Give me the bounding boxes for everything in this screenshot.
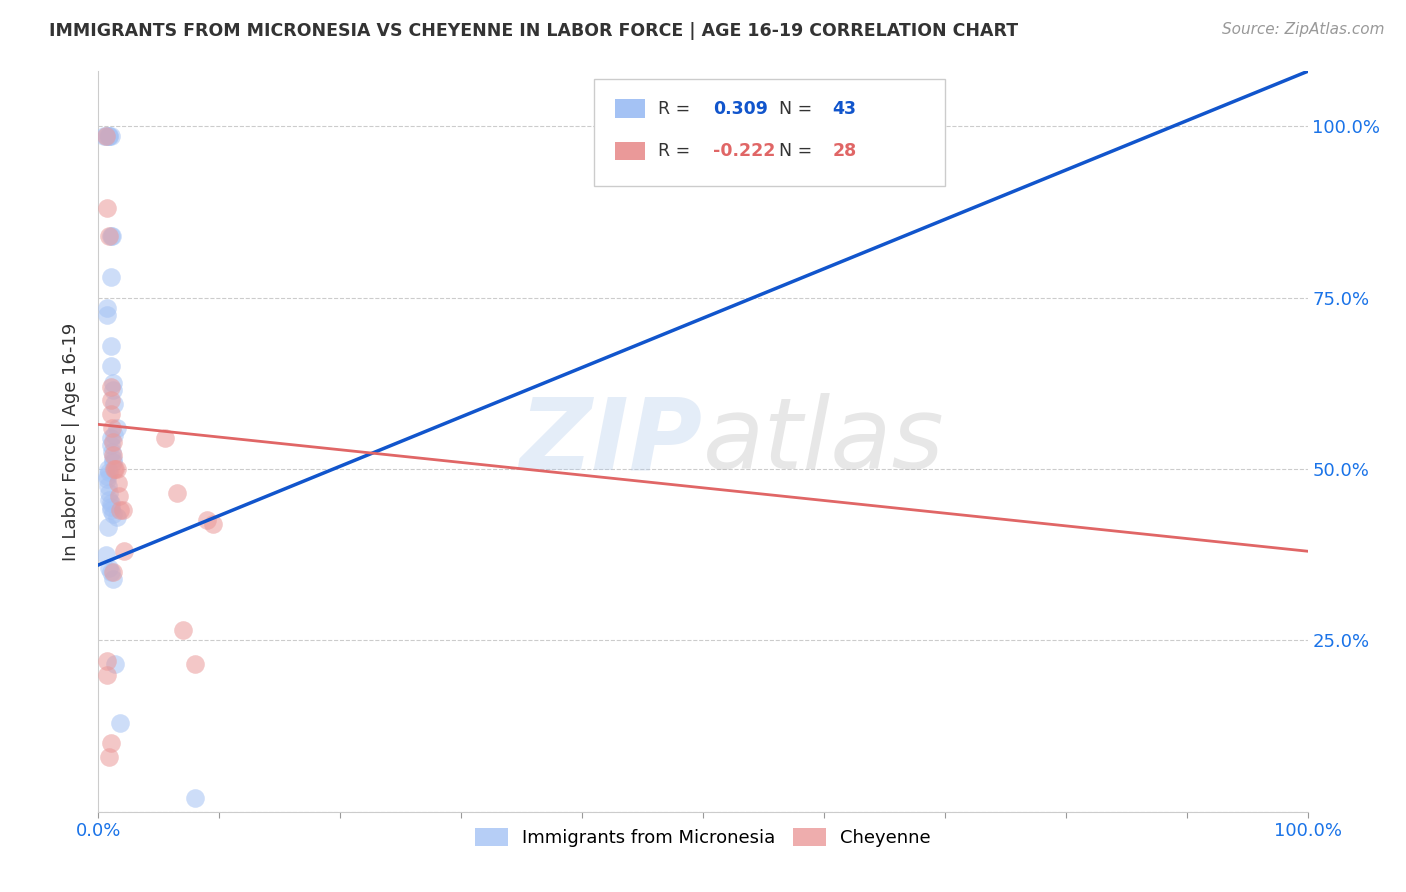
Point [98,750,121,764]
Point [104,657,127,672]
Point [98,492,121,507]
Point [100,380,122,394]
Point [100,228,122,243]
Point [98,466,121,480]
Point [103,427,125,442]
Point [101,383,124,397]
Text: ZIP: ZIP [520,393,703,490]
Point [96,667,118,681]
Point [98,561,121,575]
Point [153,431,176,445]
Point [103,397,125,411]
Point [97,462,120,476]
Point [96,654,118,668]
Point [98,486,121,500]
Point [100,496,122,510]
Point [111,503,134,517]
Point [172,623,194,637]
Point [97,479,120,493]
Point [100,438,122,452]
Text: N =: N = [779,143,818,161]
Point [100,565,122,579]
Legend: Immigrants from Micronesia, Cheyenne: Immigrants from Micronesia, Cheyenne [468,821,938,855]
Point [105,510,128,524]
Point [94,129,117,144]
Text: N =: N = [779,100,818,118]
Point [101,434,124,449]
Point [101,451,124,466]
Point [100,421,122,435]
Text: atlas: atlas [703,393,945,490]
Point [100,228,122,243]
Point [96,472,118,486]
Point [96,468,118,483]
Point [100,503,122,517]
Point [108,503,131,517]
Point [166,486,188,500]
Point [104,462,127,476]
Point [100,359,122,373]
Point [107,475,129,490]
Point [96,202,118,216]
Text: R =: R = [658,143,696,161]
Point [184,791,207,805]
Y-axis label: In Labor Force | Age 16-19: In Labor Force | Age 16-19 [62,322,80,561]
Point [100,129,122,144]
Point [101,376,124,391]
Point [97,520,120,534]
Point [108,715,131,730]
Point [100,431,122,445]
Point [94,548,117,562]
Point [100,270,122,285]
Point [97,129,120,144]
Point [105,462,128,476]
Text: 0.309: 0.309 [713,100,768,118]
Point [105,421,128,435]
Point [93,129,115,144]
Point [100,407,122,421]
Point [96,308,118,322]
Point [94,129,117,144]
Point [100,445,122,459]
Point [195,513,218,527]
FancyBboxPatch shape [595,78,945,186]
Text: Source: ZipAtlas.com: Source: ZipAtlas.com [1222,22,1385,37]
Point [98,129,121,144]
Point [98,129,121,144]
Point [96,301,118,315]
Point [100,393,122,408]
Point [100,736,122,750]
Text: 43: 43 [832,100,856,118]
FancyBboxPatch shape [614,142,645,161]
Point [101,572,124,586]
Point [101,565,124,579]
Point [98,228,121,243]
Point [108,489,131,503]
Point [103,462,125,476]
Text: IMMIGRANTS FROM MICRONESIA VS CHEYENNE IN LABOR FORCE | AGE 16-19 CORRELATION CH: IMMIGRANTS FROM MICRONESIA VS CHEYENNE I… [49,22,1018,40]
Text: 28: 28 [832,143,856,161]
Text: -0.222: -0.222 [713,143,775,161]
Point [101,455,124,469]
FancyBboxPatch shape [614,100,645,118]
Text: R =: R = [658,100,696,118]
Point [184,657,207,672]
Point [101,507,124,521]
Point [101,448,124,462]
Point [112,544,135,558]
Point [202,516,225,531]
Point [100,500,122,514]
Point [100,338,122,352]
